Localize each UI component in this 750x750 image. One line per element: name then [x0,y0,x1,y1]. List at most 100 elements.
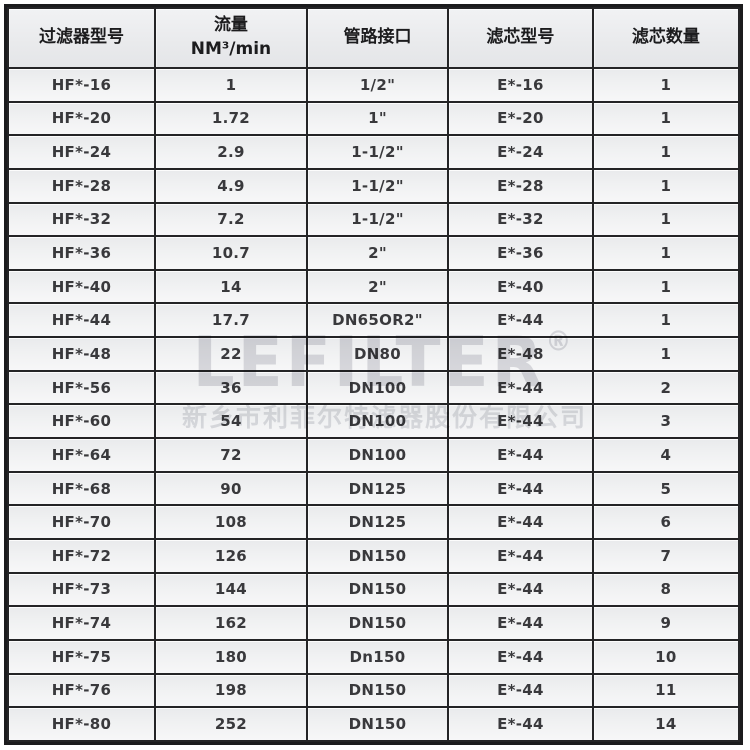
table-cell-element-quantity: 3 [591,403,741,440]
table-cell-pipe-connection: DN150 [305,672,450,709]
table-cell-filter-model: HF*-64 [7,437,156,473]
table-cell-element-quantity: 14 [591,706,741,742]
table-cell-element-quantity: 9 [591,605,741,641]
table-cell-pipe-connection: DN150 [305,605,450,641]
table-cell-pipe-connection: 1/2" [305,67,450,103]
table-row: HF*-56 36 DN100 E*-44 2 [7,369,741,406]
table-cell-filter-model: HF*-75 [7,638,156,675]
column-header-flow-rate: 流量 NM³/min [153,7,308,69]
table-cell-filter-model: HF*-28 [7,167,156,204]
table-cell-element-model: E*-44 [447,470,594,507]
table-cell-element-quantity: 1 [591,235,741,271]
table-row: HF*-20 1.72 1" E*-20 1 [7,100,741,137]
table-cell-element-quantity: 1 [591,201,741,238]
table-row: HF*-36 10.7 2" E*-36 1 [7,235,741,271]
table-row: HF*-28 4.9 1-1/2" E*-28 1 [7,167,741,204]
column-header-filter-model: 过滤器型号 [7,7,156,69]
table-cell-flow-rate: 4.9 [153,167,308,204]
table-cell-element-model: E*-44 [447,638,594,675]
table-cell-element-model: E*-44 [447,504,594,540]
table-cell-flow-rate: 72 [153,437,308,473]
table-cell-filter-model: HF*-16 [7,67,156,103]
table-cell-pipe-connection: DN100 [305,403,450,440]
table-cell-flow-rate: 252 [153,706,308,742]
table-cell-pipe-connection: 2" [305,268,450,305]
table-cell-flow-rate: 108 [153,504,308,540]
table-cell-element-quantity: 8 [591,571,741,608]
table-cell-element-model: E*-28 [447,167,594,204]
table-cell-element-model: E*-20 [447,100,594,137]
column-header-pipe-connection: 管路接口 [305,7,450,69]
table-cell-flow-rate: 126 [153,537,308,574]
column-header-element-model: 滤芯型号 [447,7,594,69]
table-row: HF*-72 126 DN150 E*-44 7 [7,537,741,574]
filter-spec-table: 过滤器型号 流量 NM³/min 管路接口 滤芯型号 滤芯数量 HF*-16 1 1/2" E… [7,7,741,742]
table-row: HF*-75 180 Dn150 E*-44 10 [7,638,741,675]
table-cell-pipe-connection: Dn150 [305,638,450,675]
table-cell-flow-rate: 22 [153,336,308,372]
table-cell-filter-model: HF*-74 [7,605,156,641]
table-cell-filter-model: HF*-56 [7,369,156,406]
table-cell-filter-model: HF*-68 [7,470,156,507]
table-cell-pipe-connection: 1-1/2" [305,201,450,238]
table-cell-element-model: E*-44 [447,571,594,608]
table-cell-flow-rate: 162 [153,605,308,641]
table-cell-element-quantity: 1 [591,268,741,305]
table-cell-flow-rate: 1.72 [153,100,308,137]
table-cell-pipe-connection: DN150 [305,706,450,742]
table-cell-element-model: E*-44 [447,302,594,339]
table-cell-flow-rate: 198 [153,672,308,709]
table-cell-filter-model: HF*-72 [7,537,156,574]
table-cell-element-model: E*-40 [447,268,594,305]
table-cell-pipe-connection: DN100 [305,437,450,473]
table-cell-element-model: E*-24 [447,134,594,170]
table-cell-pipe-connection: 1-1/2" [305,134,450,170]
table-cell-flow-rate: 144 [153,571,308,608]
table-row: HF*-60 54 DN100 E*-44 3 [7,403,741,440]
table-cell-element-model: E*-44 [447,403,594,440]
table-cell-flow-rate: 1 [153,67,308,103]
table-cell-flow-rate: 36 [153,369,308,406]
table-cell-flow-rate: 14 [153,268,308,305]
table-cell-element-model: E*-44 [447,605,594,641]
table-cell-element-model: E*-44 [447,537,594,574]
table-cell-element-quantity: 4 [591,437,741,473]
table-cell-flow-rate: 10.7 [153,235,308,271]
table-cell-filter-model: HF*-76 [7,672,156,709]
table-cell-pipe-connection: DN80 [305,336,450,372]
table-row: HF*-40 14 2" E*-40 1 [7,268,741,305]
table-cell-filter-model: HF*-70 [7,504,156,540]
table-row: HF*-70 108 DN125 E*-44 6 [7,504,741,540]
table-cell-element-quantity: 1 [591,100,741,137]
table-cell-pipe-connection: DN100 [305,369,450,406]
table-cell-filter-model: HF*-20 [7,100,156,137]
table-cell-element-model: E*-16 [447,67,594,103]
table-cell-filter-model: HF*-44 [7,302,156,339]
table-cell-element-quantity: 1 [591,167,741,204]
table-cell-filter-model: HF*-40 [7,268,156,305]
table-row: HF*-73 144 DN150 E*-44 8 [7,571,741,608]
table-cell-pipe-connection: DN65OR2" [305,302,450,339]
header-row: 过滤器型号 流量 NM³/min 管路接口 滤芯型号 滤芯数量 [7,7,741,69]
table-cell-element-quantity: 5 [591,470,741,507]
table-row: HF*-76 198 DN150 E*-44 11 [7,672,741,709]
column-header-element-quantity: 滤芯数量 [591,7,741,69]
table-cell-filter-model: HF*-80 [7,706,156,742]
table-cell-pipe-connection: 2" [305,235,450,271]
table-cell-flow-rate: 90 [153,470,308,507]
table-cell-element-model: E*-44 [447,437,594,473]
table-cell-flow-rate: 17.7 [153,302,308,339]
table-cell-flow-rate: 180 [153,638,308,675]
table-cell-element-quantity: 1 [591,67,741,103]
table-cell-filter-model: HF*-36 [7,235,156,271]
table-cell-filter-model: HF*-73 [7,571,156,608]
table-row: HF*-74 162 DN150 E*-44 9 [7,605,741,641]
table-cell-element-quantity: 1 [591,134,741,170]
table-row: HF*-32 7.2 1-1/2" E*-32 1 [7,201,741,238]
table-cell-pipe-connection: 1-1/2" [305,167,450,204]
table-cell-filter-model: HF*-48 [7,336,156,372]
table-row: HF*-64 72 DN100 E*-44 4 [7,437,741,473]
table-body: HF*-16 1 1/2" E*-16 1 HF*-20 1.72 1" E*-20 1 HF*-2… [7,67,741,742]
table-cell-pipe-connection: DN125 [305,504,450,540]
